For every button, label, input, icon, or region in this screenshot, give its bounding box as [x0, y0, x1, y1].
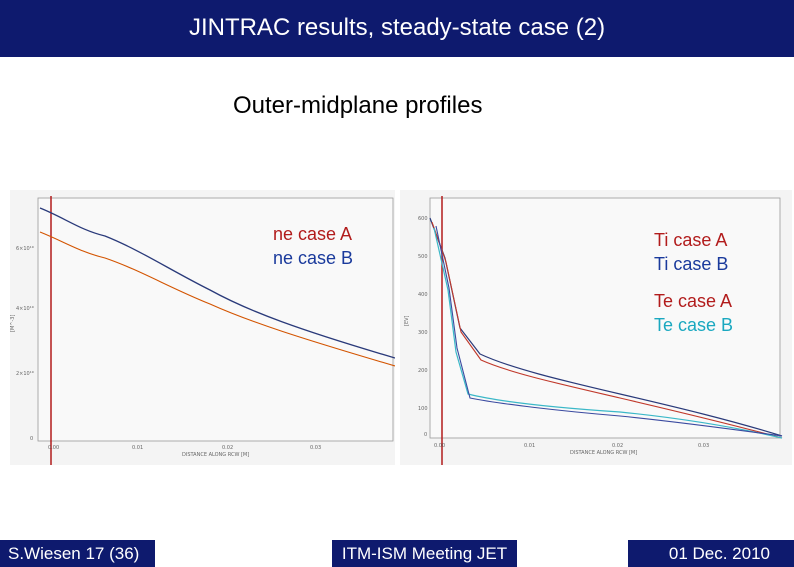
- ti-case-a-label: Ti case A: [654, 230, 728, 250]
- ne-xtick-3: 0.03: [310, 445, 321, 451]
- ne-xtick-1: 0.01: [132, 445, 143, 451]
- t-ytick-100: 100: [418, 406, 428, 412]
- t-ytick-500: 500: [418, 254, 428, 260]
- t-ytick-400: 400: [418, 292, 428, 298]
- t-xlabel: DISTANCE ALONG RCW [M]: [570, 450, 637, 456]
- ne-case-b-label: ne case B: [273, 248, 354, 268]
- t-xtick-0: 0.00: [434, 443, 445, 449]
- footer-date: 01 Dec. 2010: [628, 540, 794, 567]
- ne-profile-plot: 6×10¹⁹ 4×10¹⁹ 2×10¹⁹ 0 [M^-3] 0.00 0.01 …: [10, 190, 395, 465]
- ne-legend: ne case A ne case B: [273, 222, 353, 270]
- t-ylabel: [EV]: [404, 315, 410, 326]
- ti-case-a-line: [431, 221, 783, 439]
- ti-case-b-line: [429, 217, 783, 437]
- t-ytick-200: 200: [418, 368, 428, 374]
- ne-case-a-line: [39, 231, 395, 367]
- ne-ytick-0: 0: [30, 436, 33, 442]
- ne-ytick-6: 6×10¹⁹: [16, 246, 34, 252]
- t-xtick-1: 0.01: [524, 443, 535, 449]
- t-xtick-2: 0.02: [612, 443, 623, 449]
- ne-xlabel: DISTANCE ALONG RCW [M]: [182, 452, 249, 458]
- slide-title: JINTRAC results, steady-state case (2): [188, 14, 606, 41]
- slide-subtitle: Outer-midplane profiles: [233, 92, 483, 119]
- t-ytick-300: 300: [418, 330, 428, 336]
- ne-ylabel: [M^-3]: [10, 315, 16, 332]
- ti-legend: Ti case A Ti case B: [654, 228, 728, 276]
- te-legend: Te case A Te case B: [654, 289, 733, 337]
- ne-case-a-label: ne case A: [273, 224, 353, 244]
- te-case-a-line: [435, 225, 783, 437]
- ne-ytick-2: 2×10¹⁹: [16, 371, 34, 377]
- temperature-profile-plot: 600 500 400 300 200 100 0 [EV] 0.00 0.01…: [400, 190, 792, 465]
- te-case-a-label: Te case A: [654, 291, 733, 311]
- ne-xtick-2: 0.02: [222, 445, 233, 451]
- temperature-profile-svg: 600 500 400 300 200 100 0 [EV] 0.00 0.01…: [404, 196, 783, 465]
- ne-ytick-4: 4×10¹⁹: [16, 306, 34, 312]
- t-ytick-600: 600: [418, 216, 428, 222]
- footer-meeting: ITM-ISM Meeting JET: [332, 540, 517, 567]
- ne-profile-svg: 6×10¹⁹ 4×10¹⁹ 2×10¹⁹ 0 [M^-3] 0.00 0.01 …: [10, 196, 395, 465]
- te-case-b-line: [433, 227, 783, 439]
- t-xtick-3: 0.03: [698, 443, 709, 449]
- te-case-b-label: Te case B: [654, 315, 734, 335]
- ti-case-b-label: Ti case B: [654, 254, 729, 274]
- title-bar: JINTRAC results, steady-state case (2): [0, 0, 794, 57]
- footer-author: S.Wiesen 17 (36): [0, 540, 155, 567]
- t-ytick-0: 0: [424, 432, 427, 438]
- ne-case-b-line: [39, 207, 395, 359]
- ne-xtick-0: 0.00: [48, 445, 59, 451]
